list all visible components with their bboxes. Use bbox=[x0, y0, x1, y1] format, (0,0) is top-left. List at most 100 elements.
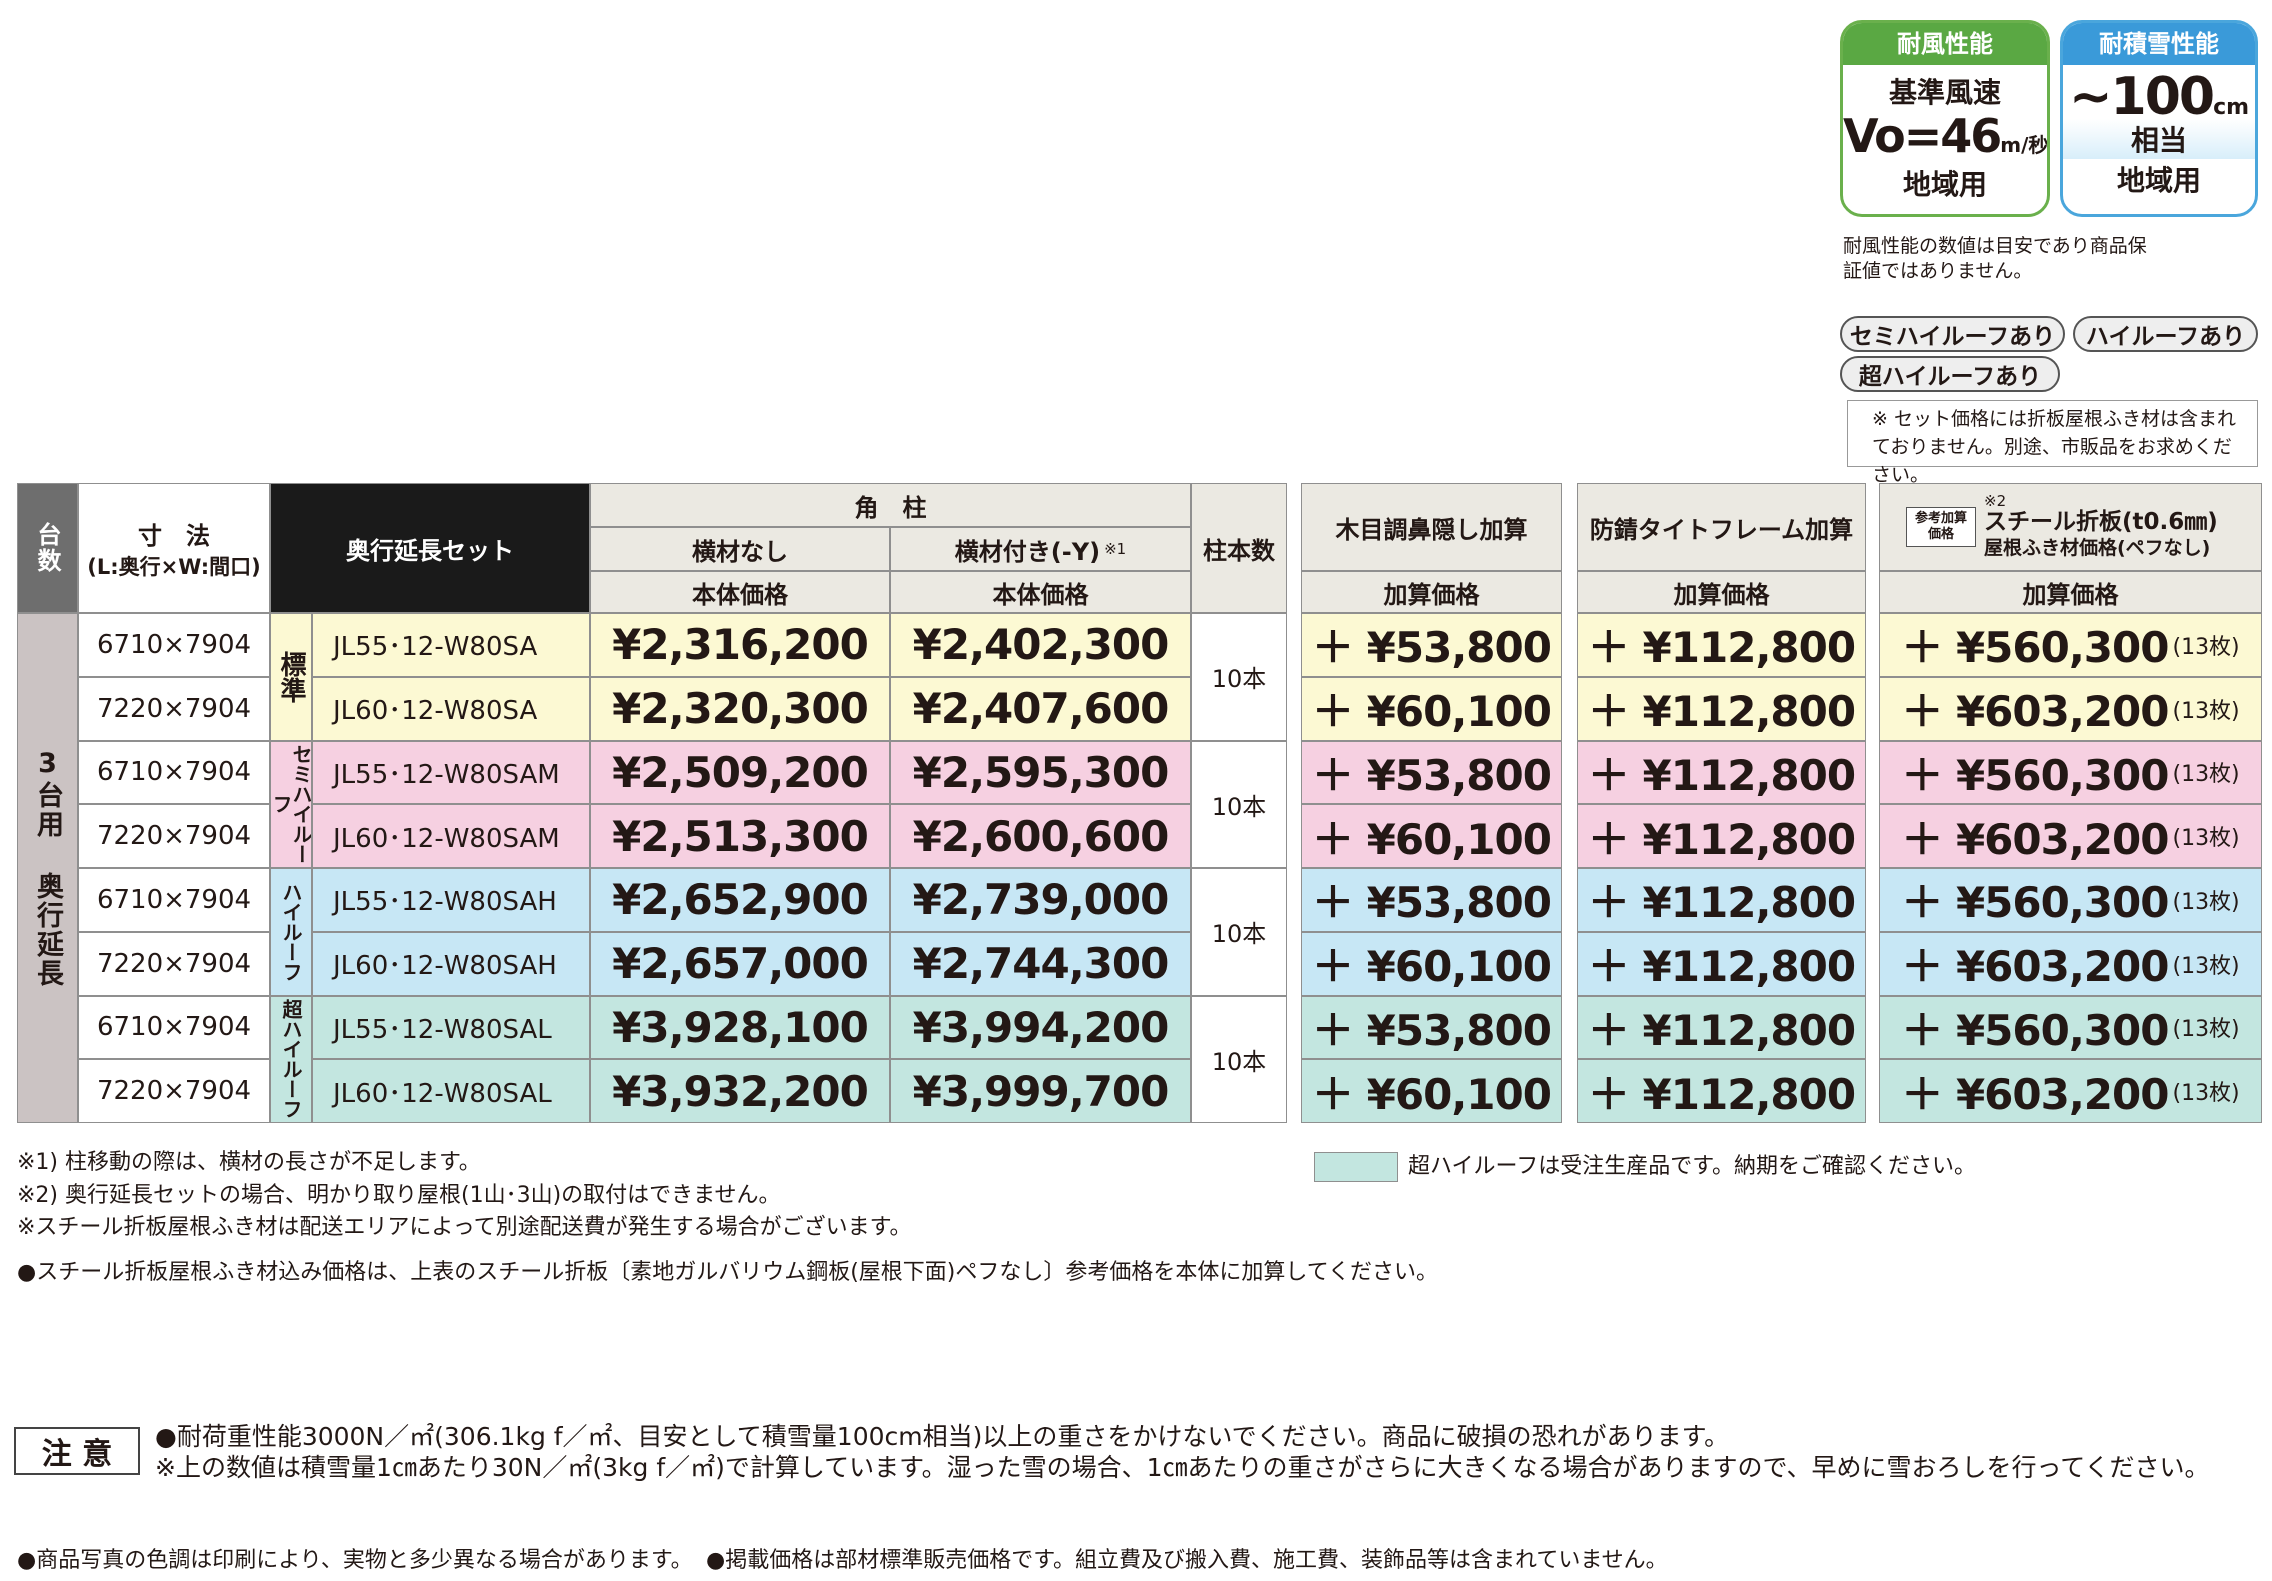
size: 7220×7904 bbox=[78, 676, 270, 741]
steel-price: ＋ ¥603,200 (13枚) bbox=[1879, 931, 2262, 996]
footnote: ※2) 奥行延長セットの場合、明かり取り屋根(1山･3山)の取付はできません。 bbox=[17, 1183, 781, 1208]
steel-value: ＋ ¥603,200 bbox=[1901, 1069, 2169, 1119]
footnote: ※1) 柱移動の際は、横材の長さが不足します。 bbox=[17, 1150, 481, 1175]
steel-price: ＋ ¥603,200 (13枚) bbox=[1879, 804, 2262, 868]
posts: 10本 bbox=[1191, 740, 1287, 868]
size: 7220×7904 bbox=[78, 804, 270, 868]
wind-badge: 耐風性能 基準風速 Vo=46m/秒 地域用 bbox=[1840, 20, 2050, 217]
badge-value: ~100 bbox=[2068, 67, 2215, 127]
add-price-header: 加算価格 bbox=[1577, 571, 1866, 613]
steel-text: ※2 スチール折板(t0.6㎜) 屋根ふき材価格(ペフなし) bbox=[1984, 494, 2218, 560]
size: 6710×7904 bbox=[78, 868, 270, 932]
price: ¥3,932,200 bbox=[590, 1059, 890, 1123]
steel-value: ＋ ¥560,300 bbox=[1901, 878, 2169, 928]
sheet-count: (13枚) bbox=[2172, 634, 2240, 660]
footnote: ※スチール折板屋根ふき材は配送エリアによって別途配送費が発生する場合がございます… bbox=[17, 1215, 912, 1240]
caution-line: ※上の数値は積雪量1㎝あたり30N／㎡(3kg f／㎡)で計算しています。湿った… bbox=[155, 1453, 2210, 1482]
posts-header: 柱本数 bbox=[1191, 483, 1287, 613]
badge-value: Vo=46 bbox=[1843, 109, 2002, 163]
badge-unit: cm bbox=[2213, 95, 2250, 120]
posts: 10本 bbox=[1191, 995, 1287, 1123]
size-header: 寸 法 (L:奥行×W:間口) bbox=[78, 483, 270, 613]
sheet-count: (13枚) bbox=[2172, 698, 2240, 724]
with-beam-header: 横材付き(-Y) ※1 bbox=[890, 527, 1191, 571]
fascia-price: ＋ ¥60,100 bbox=[1301, 1059, 1562, 1123]
frame-price: ＋ ¥112,800 bbox=[1577, 676, 1866, 741]
caution-label: 注 意 bbox=[14, 1427, 140, 1475]
roof-tag: ハイルーフあり bbox=[2073, 316, 2258, 352]
with-beam: 横材付き(-Y) bbox=[954, 537, 1101, 566]
frame-price: ＋ ¥112,800 bbox=[1577, 740, 1866, 805]
roof-tag: 超ハイルーフあり bbox=[1840, 356, 2060, 392]
frame-price: ＋ ¥112,800 bbox=[1577, 804, 1866, 868]
badge-title: 耐風性能 bbox=[1843, 23, 2047, 65]
price: ¥2,316,200 bbox=[590, 613, 890, 677]
fascia-price: ＋ ¥53,800 bbox=[1301, 740, 1562, 805]
fascia-price: ＋ ¥53,800 bbox=[1301, 868, 1562, 932]
price-with-beam: ¥2,744,300 bbox=[890, 931, 1191, 996]
steel-price: ＋ ¥560,300 (13枚) bbox=[1879, 995, 2262, 1060]
price: ¥2,509,200 bbox=[590, 740, 890, 805]
fascia-price: ＋ ¥60,100 bbox=[1301, 931, 1562, 996]
steel-price: ＋ ¥603,200 (13枚) bbox=[1879, 676, 2262, 741]
steel-value: ＋ ¥603,200 bbox=[1901, 687, 2169, 737]
price: ¥2,320,300 bbox=[590, 676, 890, 741]
caution-line: ●耐荷重性能3000N／㎡(306.1kg f／㎡、目安として積雪量100cm相… bbox=[155, 1422, 1730, 1451]
steel-price: ＋ ¥560,300 (13枚) bbox=[1879, 740, 2262, 805]
frame-price: ＋ ¥112,800 bbox=[1577, 931, 1866, 996]
steel-ref: 参考加算価格 bbox=[1906, 507, 1976, 547]
steel-value: ＋ ¥603,200 bbox=[1901, 814, 2169, 864]
steel-value: ＋ ¥560,300 bbox=[1901, 750, 2169, 800]
posts: 10本 bbox=[1191, 613, 1287, 741]
price-with-beam: ¥2,407,600 bbox=[890, 676, 1191, 741]
price-with-beam: ¥2,402,300 bbox=[890, 613, 1191, 677]
snow-badge: 耐積雪性能 ~100cm 相当 地域用 bbox=[2060, 20, 2258, 217]
set-note: ※ セット価格には折板屋根ふき材は含まれておりません。別途、市販品をお求めくださ… bbox=[1847, 400, 2258, 486]
pillar-header: 角 柱 bbox=[590, 483, 1191, 527]
roof-type: セミハイルーフ bbox=[270, 740, 312, 868]
model: JL60･12-W80SAL bbox=[312, 1059, 590, 1123]
steel-sub: 屋根ふき材価格(ペフなし) bbox=[1984, 537, 2211, 559]
size: 6710×7904 bbox=[78, 995, 270, 1060]
size-sub: (L:奥行×W:間口) bbox=[87, 554, 261, 579]
size: 6710×7904 bbox=[78, 740, 270, 805]
badge-unit: m/秒 bbox=[2000, 133, 2049, 157]
frame-price: ＋ ¥112,800 bbox=[1577, 613, 1866, 677]
price: ¥2,657,000 bbox=[590, 931, 890, 996]
fascia-header: 木目調鼻隠し加算 bbox=[1301, 483, 1562, 571]
body-price-header: 本体価格 bbox=[590, 571, 890, 613]
roof-type: 超ハイルーフ bbox=[270, 995, 312, 1123]
fascia-price: ＋ ¥53,800 bbox=[1301, 995, 1562, 1060]
body-price-header: 本体価格 bbox=[890, 571, 1191, 613]
size: 7220×7904 bbox=[78, 1059, 270, 1123]
note-mark: ※2 bbox=[1984, 492, 2007, 510]
frame-header: 防錆タイトフレーム加算 bbox=[1577, 483, 1866, 571]
steel-header: 参考加算価格 ※2 スチール折板(t0.6㎜) 屋根ふき材価格(ペフなし) bbox=[1879, 483, 2262, 571]
bottom-note: ●商品写真の色調は印刷により、実物と多少異なる場合があります。 bbox=[17, 1548, 693, 1573]
count-header: 台数 bbox=[17, 483, 78, 613]
add-price-header: 加算価格 bbox=[1301, 571, 1562, 613]
fascia-price: ＋ ¥53,800 bbox=[1301, 613, 1562, 677]
sheet-count: (13枚) bbox=[2172, 1017, 2240, 1043]
size-title: 寸 法 bbox=[138, 521, 210, 550]
steel-value: ＋ ¥603,200 bbox=[1901, 942, 2169, 992]
frame-price: ＋ ¥112,800 bbox=[1577, 868, 1866, 932]
price-with-beam: ¥2,739,000 bbox=[890, 868, 1191, 932]
size: 7220×7904 bbox=[78, 931, 270, 996]
sheet-count: (13枚) bbox=[2172, 762, 2240, 788]
side-label: 3台用 奥行延長 bbox=[17, 613, 78, 1123]
frame-price: ＋ ¥112,800 bbox=[1577, 995, 1866, 1060]
steel-price: ＋ ¥560,300 (13枚) bbox=[1879, 613, 2262, 677]
model: JL60･12-W80SA bbox=[312, 676, 590, 741]
frame-price: ＋ ¥112,800 bbox=[1577, 1059, 1866, 1123]
roof-type: ハイルーフ bbox=[270, 868, 312, 996]
size: 6710×7904 bbox=[78, 613, 270, 677]
footnote: ●スチール折板屋根ふき材込み価格は、上表のスチール折板〔素地ガルバリウム鋼板(屋… bbox=[17, 1260, 1439, 1285]
no-beam-header: 横材なし bbox=[590, 527, 890, 571]
set-header: 奥行延長セット bbox=[270, 483, 590, 613]
price-with-beam: ¥3,994,200 bbox=[890, 995, 1191, 1060]
model: JL60･12-W80SAH bbox=[312, 931, 590, 996]
sheet-count: (13枚) bbox=[2172, 953, 2240, 979]
steel-value: ＋ ¥560,300 bbox=[1901, 623, 2169, 673]
